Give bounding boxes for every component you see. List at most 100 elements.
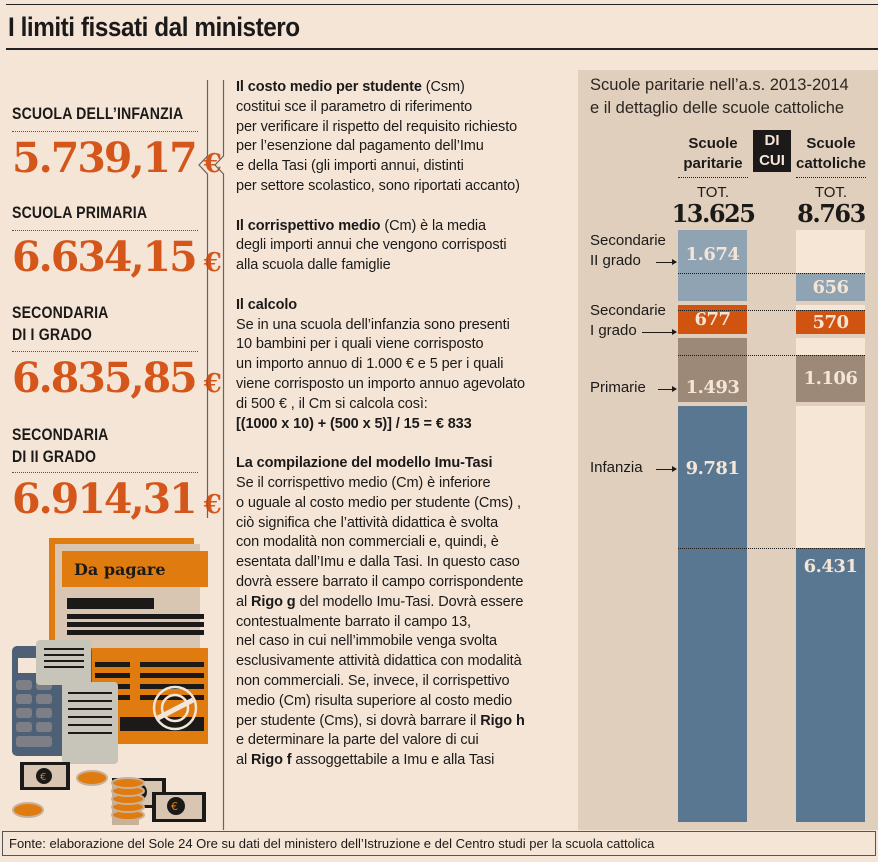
dotted-guide-line bbox=[678, 355, 865, 356]
value-infanzia: 5.739,17 € bbox=[12, 134, 222, 182]
text: esclusivamente attività didattica con mo… bbox=[236, 653, 522, 670]
text: degli importi annui che vengono corrispo… bbox=[236, 237, 507, 254]
pointer-arrow bbox=[642, 329, 677, 335]
text-line: dovrà essere barrato il campo corrispond… bbox=[236, 573, 571, 593]
total-paritarie: 13.625 bbox=[671, 199, 756, 228]
category-label-line: I grado bbox=[590, 322, 637, 339]
column-header-line: paritarie bbox=[683, 155, 743, 172]
bold-text: Il costo medio per studente bbox=[236, 79, 422, 95]
data-label: 677 bbox=[694, 309, 731, 330]
text-line: per verificare il rispetto del requisito… bbox=[236, 118, 571, 138]
text: viene corrisposto un importo annuo agevo… bbox=[236, 375, 526, 392]
pointer-arrow bbox=[656, 259, 677, 265]
text-line: costitui sce il parametro di riferimento bbox=[236, 98, 571, 118]
text: medio (Cm) risulta superiore al costo me… bbox=[236, 692, 513, 709]
text: esentata dall’Imu e dalla Tasi. In quest… bbox=[236, 554, 520, 571]
bold-text: Rigo f bbox=[251, 752, 292, 769]
svg-text:€: € bbox=[171, 800, 178, 813]
category-label-line: II grado bbox=[590, 252, 641, 269]
text-line: Il corrispettivo medio (Cm) è la media bbox=[236, 217, 571, 237]
text-line: per l’esenzione dal pagamento dell’Imu bbox=[236, 137, 571, 157]
value-primaria: 6.634,15 € bbox=[12, 233, 222, 281]
category-label-primarie: Primarie bbox=[590, 378, 646, 398]
bold-text: Il calcolo bbox=[236, 296, 298, 313]
category-infanzia: SCUOLA DELL’INFANZIA bbox=[12, 104, 184, 123]
text: di 500 € , il Cm si calcola così: bbox=[236, 395, 428, 412]
text: nel caso in cui nell’immobile venga svol… bbox=[236, 633, 497, 650]
dotted-guide-line bbox=[678, 273, 865, 274]
chart-title: Scuole paritarie nell’a.s. 2013-2014 e il… bbox=[590, 74, 849, 120]
text: o uguale al costo medio per studente (Cm… bbox=[236, 494, 521, 511]
text-line: La compilazione del modello Imu-Tasi bbox=[236, 454, 571, 474]
text-line: al Rigo f assoggettabile a Imu e alla Ta… bbox=[236, 751, 571, 771]
chart-title-line: e il dettaglio delle scuole cattoliche bbox=[590, 99, 845, 117]
text-line: e determinare la parte del valore di cui bbox=[236, 731, 571, 751]
dotted-guide-line bbox=[678, 310, 865, 311]
text-line: di 500 € , il Cm si calcola così: bbox=[236, 395, 571, 415]
text-line: per settore scolastico, sono riportati a… bbox=[236, 177, 571, 197]
top-rule bbox=[6, 4, 878, 5]
bar-paritarie-secondarie-ii-grado: 1.674 bbox=[678, 230, 747, 301]
column-header-line: cattoliche bbox=[796, 155, 867, 172]
divider bbox=[12, 351, 198, 352]
text: al bbox=[236, 593, 252, 610]
text-line: esentata dall’Imu e dalla Tasi. In quest… bbox=[236, 553, 571, 573]
text-line: con modalità non commerciali e, quindi, … bbox=[236, 533, 571, 553]
text: costitui sce il parametro di riferimento bbox=[236, 98, 473, 115]
text: del modello Imu-Tasi. Dovrà essere bbox=[295, 593, 524, 610]
category-secondaria-2: SECONDARIA DI II GRADO bbox=[12, 424, 109, 468]
text: Se in una scuola dell’infanzia sono pres… bbox=[236, 316, 510, 333]
data-label: 9.781 bbox=[685, 458, 740, 479]
page-title: I limiti fissati dal ministero bbox=[8, 12, 300, 42]
text: un importo annuo di 1.000 € e 5 per i qu… bbox=[236, 356, 504, 373]
bill-payment-illustration: Da pagare € € € bbox=[12, 538, 208, 825]
paragraph: La compilazione del modello Imu-Tasi Se i… bbox=[236, 454, 571, 771]
total-label: TOT. bbox=[696, 184, 730, 201]
divider bbox=[12, 472, 198, 473]
text: alla scuola dalle famiglie bbox=[236, 257, 391, 274]
svg-text:€: € bbox=[40, 772, 46, 783]
text-line: viene corrisposto un importo annuo agevo… bbox=[236, 375, 571, 395]
category-primaria: SCUOLA PRIMARIA bbox=[12, 203, 148, 222]
data-label: 6.431 bbox=[803, 556, 858, 577]
text: 10 bambini per i quali viene corrisposto bbox=[236, 336, 484, 353]
category-label-secondarie-ii-grado: Secondarie II grado bbox=[590, 231, 666, 271]
column-header-line: Scuole bbox=[688, 135, 738, 152]
category-label-line: Primarie bbox=[590, 379, 646, 396]
text-line: Il costo medio per studente (Csm) bbox=[236, 78, 571, 98]
total-label: TOT. bbox=[814, 184, 848, 201]
category-label-line: Secondarie bbox=[590, 232, 666, 249]
data-label: 1.674 bbox=[685, 244, 740, 265]
text-line: per studente (Cms), si dovrà barrare il … bbox=[236, 712, 571, 732]
total-cattoliche: 8.763 bbox=[797, 199, 866, 228]
text: al bbox=[236, 752, 252, 769]
bold-text: Rigo g bbox=[251, 593, 296, 610]
text: (Cm) è la media bbox=[380, 217, 487, 234]
value-secondaria-2: 6.914,31 € bbox=[12, 475, 222, 523]
text-line: un importo annuo di 1.000 € e 5 per i qu… bbox=[236, 355, 571, 375]
bold-text: Rigo h bbox=[480, 712, 525, 729]
text-line: alla scuola dalle famiglie bbox=[236, 256, 571, 276]
category-secondaria-1: SECONDARIA DI I GRADO bbox=[12, 302, 109, 346]
connector-line: DI bbox=[764, 132, 780, 149]
divider bbox=[12, 131, 198, 132]
column-header-line: Scuole bbox=[806, 135, 856, 152]
text: assoggettabile a Imu e alla Tasi bbox=[291, 752, 495, 769]
text-line: nel caso in cui nell’immobile venga svol… bbox=[236, 632, 571, 652]
paragraph: Il corrispettivo medio (Cm) è la media de… bbox=[236, 217, 571, 276]
value-secondaria-1: 6.835,85 € bbox=[12, 354, 222, 402]
pointer-arrow bbox=[658, 386, 677, 392]
bold-text: La compilazione del modello Imu-Tasi bbox=[236, 455, 493, 472]
text: per verificare il rispetto del requisito… bbox=[236, 118, 518, 135]
source-footer: Fonte: elaborazione del Sole 24 Ore su d… bbox=[2, 831, 876, 856]
text-line: e della Tasi (gli importi annui, distint… bbox=[236, 157, 571, 177]
text: per l’esenzione dal pagamento dell’Imu bbox=[236, 138, 484, 155]
text: ciò significa che l’attività didattica è… bbox=[236, 514, 499, 531]
text-line: Se il corrispettivo medio (Cm) è inferio… bbox=[236, 474, 571, 494]
dotted-guide-line bbox=[678, 548, 865, 549]
chart-title-line: Scuole paritarie nell’a.s. 2013-2014 bbox=[590, 76, 849, 94]
category-label-secondarie-i-grado: Secondarie I grado bbox=[590, 301, 666, 341]
text-line: ciò significa che l’attività didattica è… bbox=[236, 514, 571, 534]
title-rule bbox=[6, 48, 878, 50]
category-line: SECONDARIA bbox=[12, 425, 109, 444]
